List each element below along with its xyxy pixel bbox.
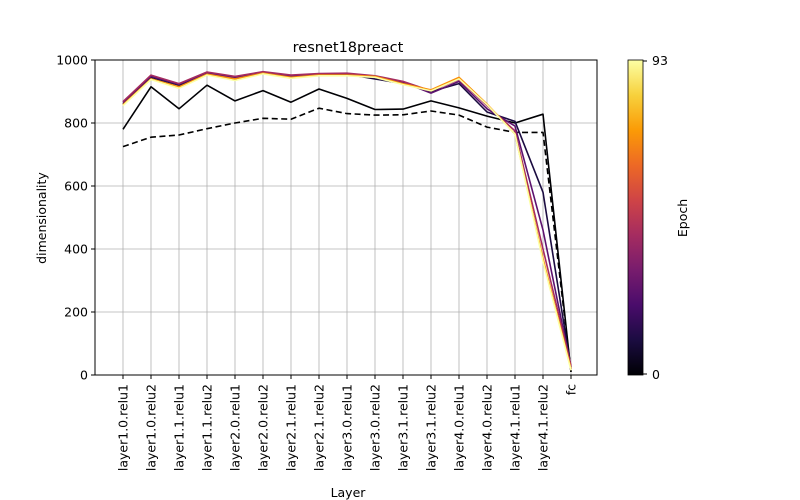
chart-title: resnet18preact: [293, 40, 404, 56]
x-axis-label: Layer: [331, 485, 367, 500]
x-tick-label: layer3.1.relu1: [396, 384, 411, 471]
x-tick-label: layer2.1.relu1: [284, 384, 299, 471]
series-lines: [122, 70, 572, 372]
series-line-6: [122, 73, 572, 371]
colorbar-gradient: [627, 59, 644, 376]
colorbar-label: Epoch: [675, 199, 690, 237]
x-tick-label: layer3.0.relu1: [340, 384, 355, 471]
series-line-0: [122, 107, 572, 372]
x-tick-label: layer1.0.relu2: [144, 384, 159, 471]
x-tick-label: layer3.0.relu2: [368, 384, 383, 471]
colorbar: 93 0 Epoch: [627, 53, 690, 382]
x-axis: layer1.0.relu1 layer1.0.relu2 layer1.1.rel…: [116, 375, 579, 471]
x-tick-label: layer4.1.relu2: [536, 384, 551, 471]
grid-lines: [95, 59, 597, 376]
y-tick-label: 400: [64, 242, 88, 257]
x-tick-label: fc: [564, 384, 579, 395]
y-axis: 0 200 400 600 800 1000: [56, 53, 95, 383]
y-axis-label: dimensionality: [34, 172, 49, 264]
colorbar-max-label: 93: [652, 53, 668, 68]
x-tick-label: layer2.0.relu1: [228, 384, 243, 471]
y-tick-label: 1000: [56, 53, 88, 68]
x-tick-label: layer4.0.relu1: [452, 384, 467, 471]
x-tick-label: layer2.1.relu2: [312, 384, 327, 471]
plot-frame: [94, 59, 598, 376]
y-tick-label: 0: [80, 368, 88, 383]
x-tick-label: layer1.1.relu2: [200, 384, 215, 471]
y-tick-label: 600: [64, 179, 88, 194]
series-line-1: [122, 84, 572, 372]
colorbar-min-label: 0: [652, 367, 660, 382]
y-tick-label: 200: [64, 305, 88, 320]
x-tick-label: layer1.1.relu1: [172, 384, 187, 471]
x-tick-label: layer2.0.relu2: [256, 384, 271, 471]
x-tick-label: layer4.0.relu2: [480, 384, 495, 471]
x-tick-label: layer4.1.relu1: [508, 384, 523, 471]
y-tick-label: 800: [64, 116, 88, 131]
x-tick-label: layer3.1.relu2: [424, 384, 439, 471]
x-tick-label: layer1.0.relu1: [116, 384, 131, 471]
